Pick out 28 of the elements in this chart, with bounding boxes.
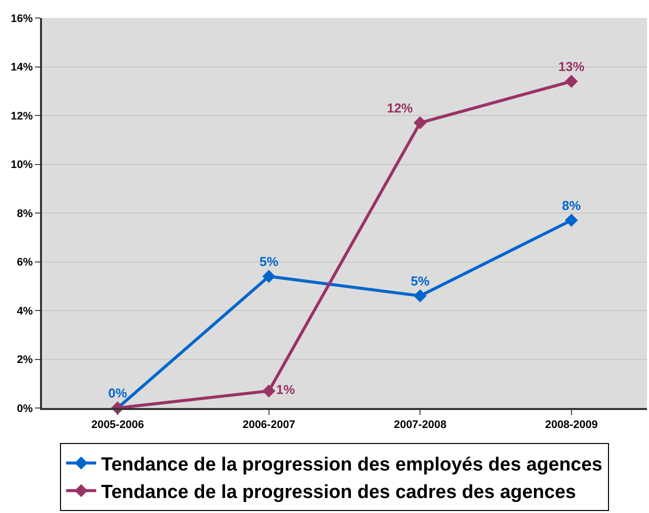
legend-label: Tendance de la progression des cadres des agences bbox=[101, 482, 576, 504]
data-label: 5% bbox=[259, 254, 279, 269]
data-label: 0% bbox=[108, 386, 128, 400]
data-label: 5% bbox=[410, 273, 430, 288]
x-tick-label: 2005-2006 bbox=[91, 419, 144, 432]
point bbox=[262, 270, 276, 283]
data-label: 12% bbox=[386, 100, 414, 116]
point bbox=[414, 289, 427, 302]
data-label: 1% bbox=[276, 382, 296, 398]
y-tick-label: 12% bbox=[10, 110, 34, 122]
y-tick-label: 0% bbox=[16, 402, 34, 415]
data-label: 13% bbox=[558, 58, 585, 74]
x-tick-label: 2007-2008 bbox=[394, 419, 446, 432]
y-tick-label: 4% bbox=[16, 305, 34, 318]
y-tick-label: 2% bbox=[16, 354, 34, 366]
y-tick-label: 14% bbox=[10, 62, 34, 74]
point bbox=[414, 116, 427, 130]
x-tick-label: 2008-2009 bbox=[545, 419, 598, 432]
point bbox=[564, 214, 578, 227]
y-tick-label: 6% bbox=[16, 256, 34, 269]
y-tick-label: 10% bbox=[10, 159, 34, 172]
y-tick-label: 16% bbox=[10, 12, 34, 25]
point bbox=[262, 384, 276, 398]
legend-label: Tendance de la progression des employés des agences bbox=[101, 454, 602, 476]
data-label: 8% bbox=[562, 198, 582, 213]
x-tick-label: 2006-2007 bbox=[242, 419, 296, 432]
point bbox=[564, 74, 578, 88]
y-tick-label: 8% bbox=[16, 208, 34, 220]
